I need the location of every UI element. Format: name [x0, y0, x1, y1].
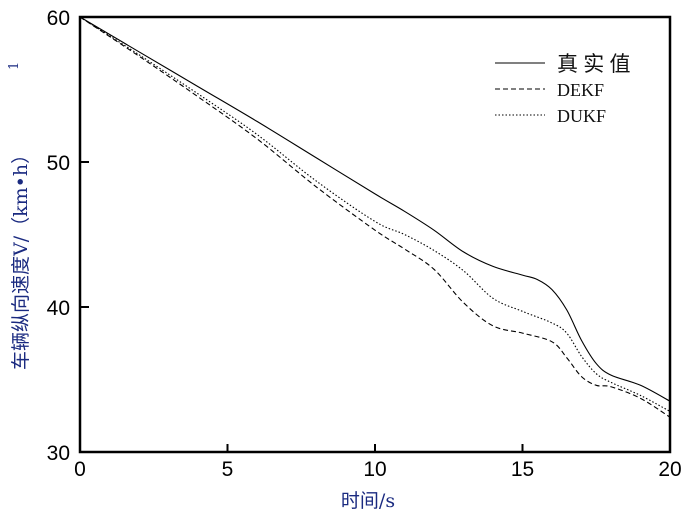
y-tick-label: 30 — [47, 442, 70, 465]
x-tick-label: 15 — [511, 458, 534, 481]
x-tick-label: 5 — [222, 458, 234, 481]
x-tick-label: 20 — [658, 458, 681, 481]
legend-label: DUKF — [557, 106, 606, 126]
y-tick-label: 50 — [47, 152, 70, 175]
series-line-DEKF — [79, 16, 671, 418]
x-axis-label: 时间/s — [341, 490, 395, 512]
y-axis-label: 车辆纵向速度V/（km•h） — [10, 145, 32, 370]
y-tick-label: 60 — [47, 7, 70, 30]
series-line-真实值 — [79, 16, 671, 402]
legend: 真 实 值 DEKF DUKF — [495, 52, 631, 126]
legend-label: 真 实 值 — [557, 52, 631, 76]
y-tick-label: 40 — [47, 297, 70, 320]
y-axis-label-superscript: 1 — [7, 62, 22, 70]
x-tick-label: 0 — [74, 458, 86, 481]
x-tick-label: 10 — [363, 458, 386, 481]
legend-label: DEKF — [557, 80, 604, 100]
series-line-DUKF — [79, 16, 671, 412]
